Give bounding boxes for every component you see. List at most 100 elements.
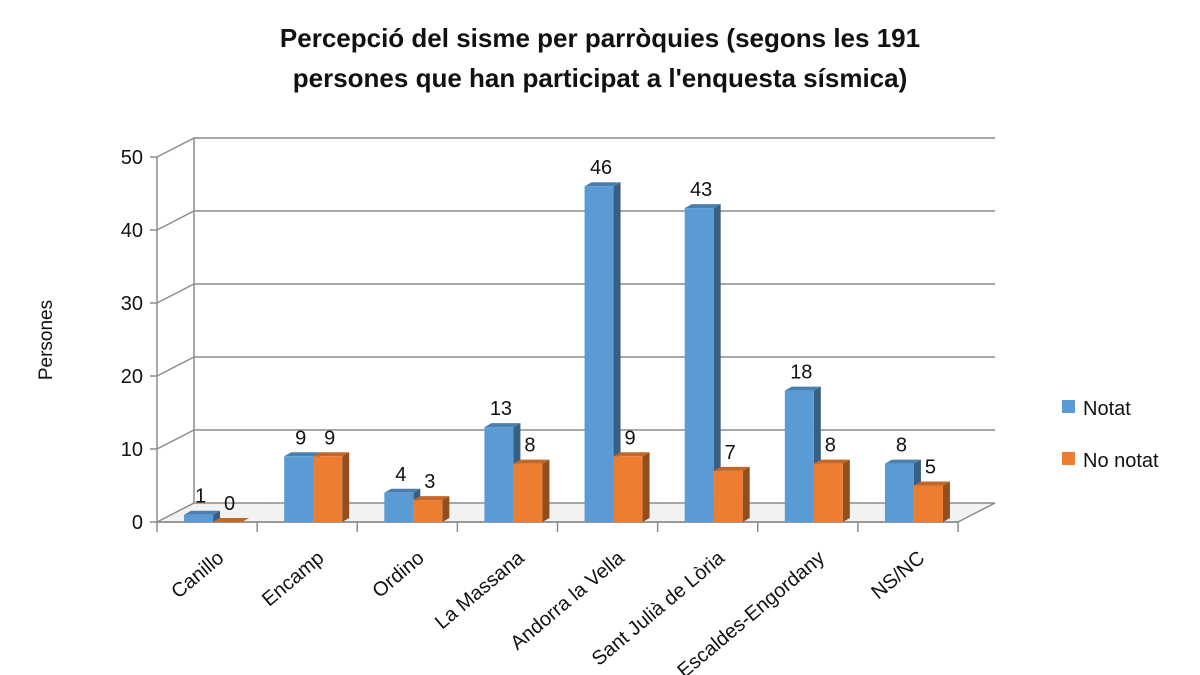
data-label: 4 — [395, 464, 406, 486]
y-tick-label: 30 — [121, 293, 143, 315]
legend-label-notat: Notat — [1083, 398, 1131, 420]
x-category-label: Canillo — [167, 547, 228, 603]
y-axis-ticks: 0 10 20 30 40 50 — [121, 147, 157, 534]
bar — [913, 481, 950, 522]
bar-front — [884, 463, 914, 522]
gridline — [156, 210, 995, 231]
bar-front — [613, 456, 643, 522]
bar-top — [713, 466, 750, 471]
bar-top — [384, 488, 421, 493]
y-tick-label: 50 — [121, 147, 143, 169]
bar-front — [584, 186, 614, 522]
bar-side — [613, 182, 621, 522]
bar-side — [542, 459, 550, 522]
data-label: 46 — [590, 157, 612, 179]
y-tick-label: 0 — [132, 512, 143, 534]
bar — [184, 510, 221, 522]
x-category-label: Ordino — [368, 547, 428, 602]
bar — [884, 459, 921, 522]
bar-front — [413, 500, 443, 522]
chart-title-line-1: Percepció del sisme per parròquies (sego… — [279, 23, 921, 53]
bar-front — [284, 456, 314, 522]
data-label: 3 — [424, 471, 435, 493]
data-label: 7 — [725, 442, 736, 464]
bar-front — [484, 427, 514, 522]
y-axis-label: Persones — [36, 300, 57, 380]
bar-front — [384, 492, 414, 522]
y-tick-label: 10 — [121, 439, 143, 461]
bar-top — [684, 204, 721, 209]
chart-axes — [156, 138, 996, 532]
data-label: 18 — [790, 362, 812, 384]
bar — [313, 452, 350, 522]
x-category-label: NS/NC — [867, 547, 929, 604]
gridline — [156, 429, 995, 450]
bar — [613, 452, 650, 522]
bar-top — [513, 459, 550, 464]
bar — [684, 204, 721, 522]
gridline — [156, 137, 995, 158]
data-label: 8 — [825, 435, 836, 457]
bar — [513, 459, 550, 522]
bar-side — [342, 452, 350, 522]
chart-legend: Notat No notat — [1062, 398, 1159, 472]
data-label: 8 — [524, 435, 535, 457]
chart-gridlines — [156, 137, 995, 450]
bar-top — [484, 423, 521, 428]
bar-top — [184, 510, 221, 515]
bar-front — [513, 463, 543, 522]
chart-title-line-2: persones que han participat a l'enquesta… — [292, 63, 908, 93]
bar-top — [884, 459, 921, 464]
data-label: 0 — [224, 493, 235, 515]
chart-floor — [156, 502, 996, 523]
bar-side — [742, 466, 750, 522]
bar-front — [684, 208, 714, 522]
y-tick-label: 40 — [121, 220, 143, 242]
bar — [584, 182, 621, 522]
y-tick-label: 20 — [121, 366, 143, 388]
chart-bars — [184, 182, 950, 522]
bar-side — [713, 204, 721, 522]
data-label: 9 — [324, 427, 335, 449]
bar-side — [942, 481, 950, 522]
bar-front — [713, 470, 743, 522]
legend-label-no-notat: No notat — [1083, 450, 1159, 472]
bar-side — [442, 496, 450, 522]
bar-front — [313, 456, 343, 522]
data-label: 1 — [195, 486, 206, 508]
data-label: 13 — [490, 398, 512, 420]
x-category-label: La Massana — [431, 546, 529, 633]
data-label: 43 — [690, 179, 712, 201]
bar-side — [213, 510, 221, 522]
legend-swatch-notat — [1062, 400, 1075, 413]
bar-front — [784, 390, 814, 522]
bar-top — [613, 452, 650, 457]
bar-front — [184, 514, 214, 522]
data-label: 9 — [295, 427, 306, 449]
gridline — [156, 283, 995, 304]
bar — [713, 466, 750, 522]
chart-title: Percepció del sisme per parròquies (sego… — [0, 18, 1200, 98]
legend-swatch-no-notat — [1062, 452, 1075, 465]
bar-side — [642, 452, 650, 522]
bar-top — [913, 481, 950, 486]
data-label: 5 — [925, 457, 936, 479]
bar-front — [913, 485, 943, 522]
bar-top — [784, 386, 821, 391]
bar-top — [284, 452, 321, 457]
bar-top — [213, 518, 250, 522]
data-label: 9 — [625, 427, 636, 449]
bar-top — [313, 452, 350, 457]
bar-top — [813, 459, 850, 464]
gridline — [156, 356, 995, 377]
bar — [484, 423, 521, 522]
bar-side — [842, 459, 850, 522]
bar — [813, 459, 850, 522]
bar — [413, 496, 450, 522]
bar-top — [584, 182, 621, 187]
bar-top — [413, 496, 450, 501]
bar-front — [813, 463, 843, 522]
